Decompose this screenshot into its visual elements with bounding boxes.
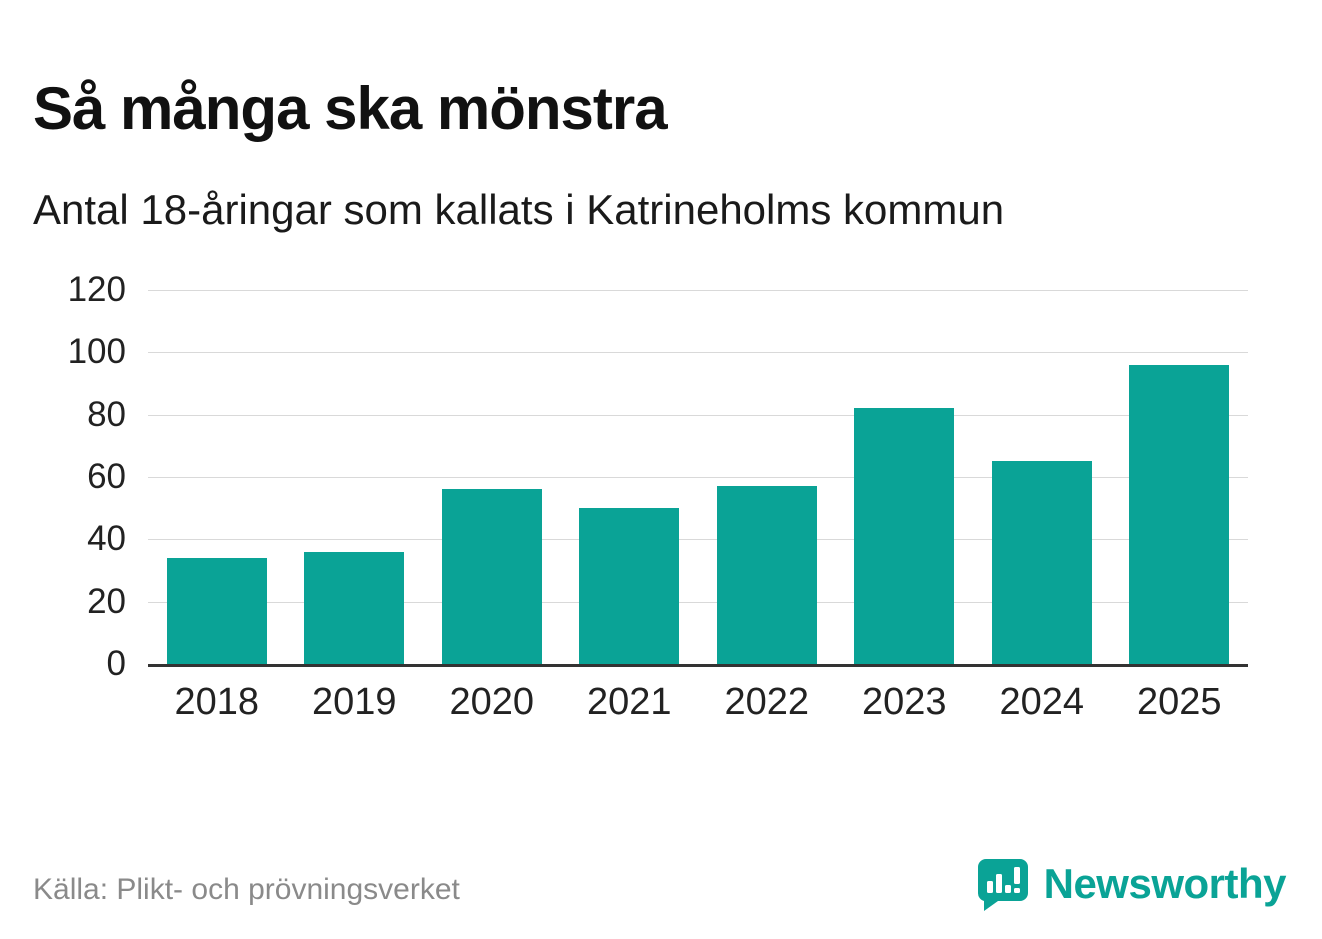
bar-2021 (579, 508, 680, 664)
plot-area: 0 20 40 60 80 100 120 (68, 270, 1248, 683)
y-tick-label: 60 (87, 457, 126, 496)
gridline (148, 539, 1248, 541)
bar-slot (561, 290, 699, 664)
bar-2020 (441, 489, 542, 664)
brand-name: Newsworthy (1043, 860, 1287, 907)
gridline (148, 414, 1248, 416)
gridline (148, 477, 1248, 478)
y-tick-label: 40 (87, 519, 126, 559)
source-text: Källa: Plikt- och prövningsverket (33, 873, 460, 906)
bar-slot (836, 290, 974, 664)
bar-2024 (991, 461, 1092, 664)
x-tick-label: 2019 (311, 681, 397, 723)
bar-slot (698, 290, 836, 664)
bar-slot (286, 290, 424, 664)
x-tick-label: 2024 (999, 681, 1085, 723)
gridline (148, 290, 1248, 291)
x-tick-label: 2023 (861, 681, 947, 723)
x-tick-label: 2020 (449, 681, 535, 723)
bar-slot (148, 290, 286, 664)
bar-2025 (1129, 364, 1230, 664)
bar-slot (973, 290, 1111, 664)
page-title: Så många ska mönstra (33, 75, 668, 143)
chart-subtitle: Antal 18-åringar som kallats i Katrineho… (33, 186, 1005, 233)
x-tick-label: 2022 (724, 681, 810, 723)
bar-slot (423, 290, 561, 664)
y-tick-label: 100 (67, 332, 126, 372)
x-tick-label: 2018 (174, 681, 260, 723)
bar-chart: 0 20 40 60 80 100 120 2018 2019 2020 2021 2022 2023… (68, 270, 1248, 724)
y-tick-label: 20 (87, 581, 126, 621)
y-tick-label: 120 (67, 270, 126, 309)
gridline (148, 601, 1248, 603)
bar-slot (1111, 290, 1249, 664)
bars (148, 290, 1248, 664)
x-axis-labels: 2018 2019 2020 2021 2022 2023 2024 2025 (148, 681, 1248, 724)
x-tick-label: 2025 (1136, 681, 1222, 723)
x-tick-label: 2021 (586, 681, 672, 723)
bar-2018 (166, 558, 267, 664)
newsworthy-logo: Newsworthy (976, 857, 1287, 911)
newsworthy-speech-bubble-chart-icon (976, 857, 1030, 911)
y-tick-label: 80 (87, 394, 126, 434)
bar-2023 (854, 408, 955, 664)
gridline (148, 352, 1248, 354)
bar-2022 (716, 486, 817, 664)
y-tick-label: 0 (106, 644, 126, 683)
bar-2019 (304, 551, 405, 664)
